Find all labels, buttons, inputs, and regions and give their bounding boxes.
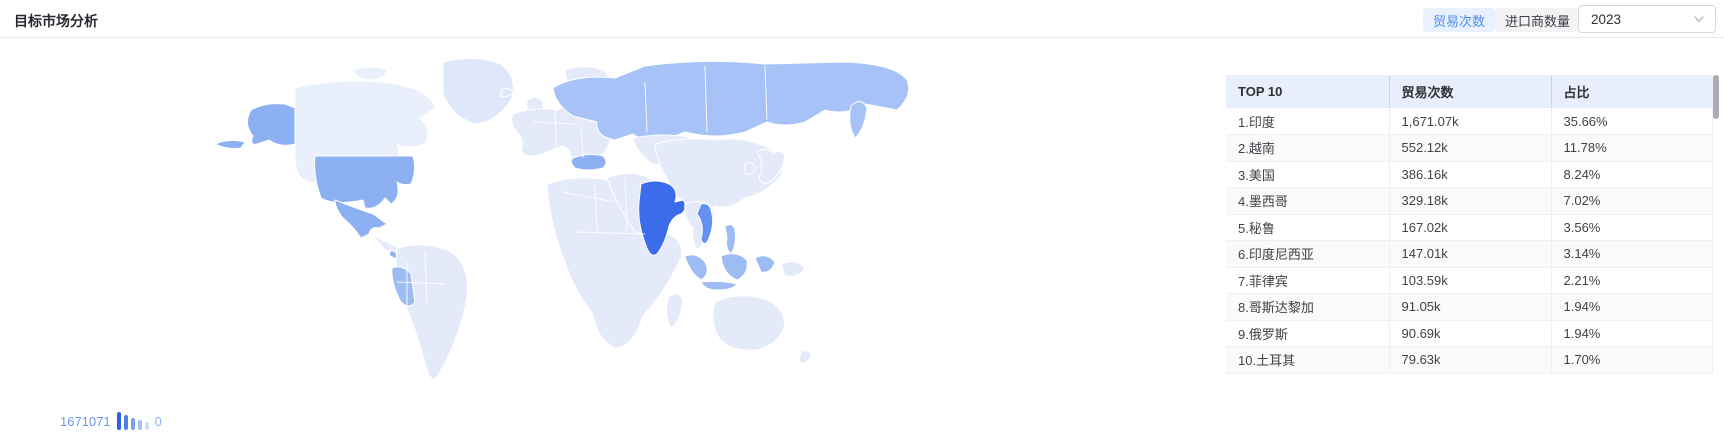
year-select-value: 2023 <box>1591 11 1622 27</box>
map-country-korea[interactable] <box>744 162 756 175</box>
table-row: 8.哥斯达黎加 91.05k 1.94% <box>1226 293 1712 321</box>
value-cell: 552.12k <box>1388 134 1551 162</box>
table-row: 9.俄罗斯 90.69k 1.94% <box>1226 320 1712 347</box>
map-region-alaska[interactable] <box>247 103 296 146</box>
rank-cell: 7.菲律宾 <box>1226 267 1389 294</box>
value-cell: 167.02k <box>1388 214 1551 241</box>
map-country-iceland[interactable] <box>500 87 514 97</box>
legend-bar <box>130 418 135 430</box>
percent-cell: 3.14% <box>1550 240 1712 268</box>
percent-cell: 3.56% <box>1550 214 1712 241</box>
column-header-share: 占比 <box>1550 75 1712 108</box>
rank-cell: 5.秘鲁 <box>1226 214 1389 241</box>
percent-cell: 1.70% <box>1550 346 1712 374</box>
legend-gradient-bars <box>116 412 149 430</box>
metric-tab-importer-count[interactable]: 进口商数量 <box>1495 8 1581 32</box>
map-country-india[interactable] <box>638 180 687 256</box>
legend-bar <box>144 422 149 430</box>
map-region-kamchatka <box>849 101 868 139</box>
table-row: 7.菲律宾 103.59k 2.21% <box>1226 267 1712 294</box>
table-row: 6.印度尼西亚 147.01k 3.14% <box>1226 240 1712 268</box>
map-region-borneo[interactable] <box>720 253 748 281</box>
map-legend: 1671071 0 <box>60 412 162 430</box>
map-region-arctic-islands <box>352 66 388 81</box>
scrollbar-thumb[interactable] <box>1713 75 1719 119</box>
header-divider <box>0 37 1724 38</box>
table-row: 4.墨西哥 329.18k 7.02% <box>1226 187 1712 215</box>
percent-cell: 11.78% <box>1550 134 1712 162</box>
table-row: 2.越南 552.12k 11.78% <box>1226 134 1712 162</box>
legend-min-value: 0 <box>154 413 162 429</box>
map-region-java[interactable] <box>700 280 738 291</box>
value-cell: 329.18k <box>1388 187 1551 215</box>
metric-tab-trade-count[interactable]: 贸易次数 <box>1423 8 1496 32</box>
map-country-australia[interactable] <box>712 295 786 351</box>
rank-cell: 8.哥斯达黎加 <box>1226 293 1389 321</box>
value-cell: 1,671.07k <box>1388 108 1551 135</box>
value-cell: 147.01k <box>1388 240 1551 268</box>
top10-table: TOP 10 贸易次数 占比 1.印度 1,671.07k 35.66% 2.越… <box>1226 75 1712 374</box>
table-scrollbar[interactable] <box>1712 75 1719 373</box>
rank-cell: 10.土耳其 <box>1226 346 1389 374</box>
map-country-philippines[interactable] <box>724 224 736 255</box>
percent-cell: 7.02% <box>1550 187 1712 215</box>
percent-cell: 1.94% <box>1550 293 1712 321</box>
map-country-usa[interactable] <box>314 155 416 209</box>
value-cell: 79.63k <box>1388 346 1551 374</box>
chevron-down-icon[interactable] <box>1693 13 1705 25</box>
world-map[interactable] <box>145 52 915 402</box>
map-country-vietnam[interactable] <box>696 203 714 244</box>
year-select[interactable]: 2023 <box>1578 5 1716 33</box>
map-country-greenland[interactable] <box>442 58 514 125</box>
rank-cell: 3.美国 <box>1226 161 1389 188</box>
map-country-russia[interactable] <box>552 60 910 142</box>
legend-max-value: 1671071 <box>60 413 111 429</box>
map-country-new-zealand[interactable] <box>798 350 812 364</box>
value-cell: 90.69k <box>1388 320 1551 347</box>
percent-cell: 35.66% <box>1550 108 1712 135</box>
rank-cell: 9.俄罗斯 <box>1226 320 1389 347</box>
column-header-top10: TOP 10 <box>1226 75 1389 108</box>
map-region-papua[interactable] <box>780 261 806 277</box>
metric-tabs: 贸易次数 进口商数量 <box>1423 8 1581 32</box>
rank-cell: 1.印度 <box>1226 108 1389 135</box>
column-header-trade-count: 贸易次数 <box>1388 75 1551 108</box>
map-region-central-america[interactable] <box>372 235 400 255</box>
percent-cell: 1.94% <box>1550 320 1712 347</box>
map-region-sulawesi[interactable] <box>754 255 776 273</box>
map-country-japan[interactable] <box>756 148 786 184</box>
map-country-borders <box>396 65 768 352</box>
value-cell: 103.59k <box>1388 267 1551 294</box>
value-cell: 386.16k <box>1388 161 1551 188</box>
percent-cell: 8.24% <box>1550 161 1712 188</box>
rank-cell: 4.墨西哥 <box>1226 187 1389 215</box>
percent-cell: 2.21% <box>1550 267 1712 294</box>
table-row: 5.秘鲁 167.02k 3.56% <box>1226 214 1712 241</box>
legend-bar <box>123 415 128 430</box>
legend-bar <box>137 420 142 430</box>
value-cell: 91.05k <box>1388 293 1551 321</box>
rank-cell: 6.印度尼西亚 <box>1226 240 1389 268</box>
table-row: 3.美国 386.16k 8.24% <box>1226 161 1712 188</box>
rank-cell: 2.越南 <box>1226 134 1389 162</box>
map-region-aleutian <box>214 139 246 149</box>
table-header-row: TOP 10 贸易次数 占比 <box>1226 75 1712 108</box>
map-region-sumatra[interactable] <box>684 254 708 281</box>
table-row: 10.土耳其 79.63k 1.70% <box>1226 346 1712 374</box>
table-row: 1.印度 1,671.07k 35.66% <box>1226 108 1712 135</box>
map-country-mexico[interactable] <box>334 199 388 239</box>
legend-bar <box>116 412 121 430</box>
map-country-peru[interactable] <box>391 266 416 307</box>
map-country-madagascar[interactable] <box>665 293 684 329</box>
page-title: 目标市场分析 <box>14 13 98 29</box>
map-country-turkey[interactable] <box>570 153 607 171</box>
